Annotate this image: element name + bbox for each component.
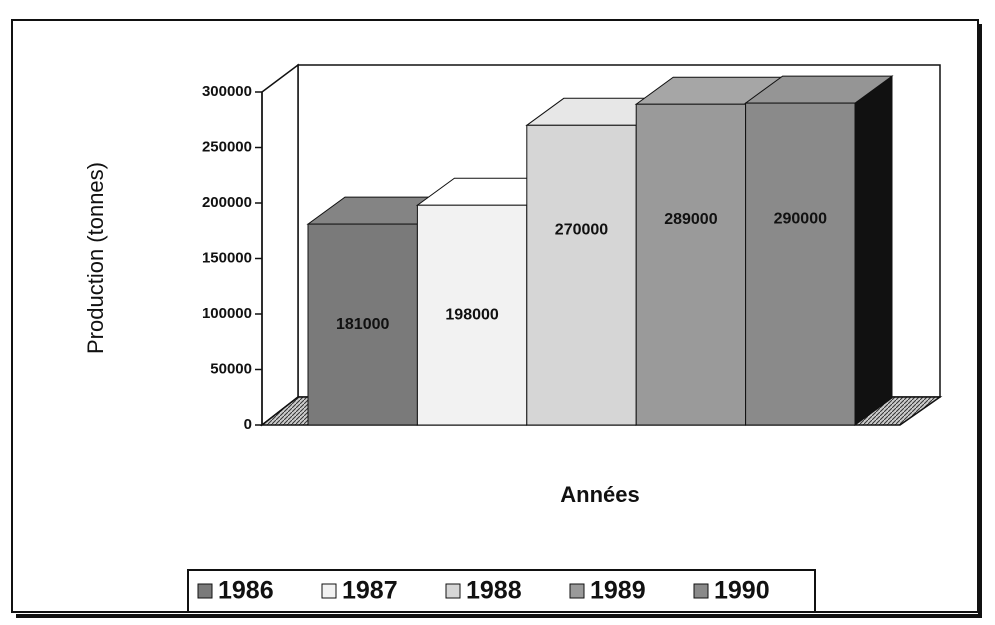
y-axis-label: Production (tonnes) [83, 162, 108, 354]
data-label: 270000 [555, 221, 608, 238]
y-tick-label: 0 [244, 416, 252, 433]
y-tick-label: 200000 [202, 194, 252, 211]
legend-label: 1990 [714, 577, 770, 605]
legend-label: 1988 [466, 577, 522, 605]
legend-swatch [569, 583, 585, 599]
y-tick-label: 150000 [202, 249, 252, 266]
bar [307, 223, 418, 426]
legend-swatch [197, 583, 213, 599]
data-label: 198000 [445, 306, 498, 323]
y-tick-label: 300000 [202, 83, 252, 100]
y-tick-label: 100000 [202, 305, 252, 322]
legend-swatch [693, 583, 709, 599]
legend-label: 1989 [590, 577, 646, 605]
data-label: 289000 [664, 211, 717, 228]
legend-swatch [445, 583, 461, 599]
data-label: 181000 [336, 316, 389, 333]
y-tick-label: 250000 [202, 138, 252, 155]
bar [635, 103, 747, 426]
bar-side [854, 75, 893, 426]
side-wall [261, 63, 299, 427]
legend-label: 1986 [218, 577, 274, 605]
legend [187, 569, 816, 613]
bar [416, 204, 528, 426]
frame-shadow [16, 24, 982, 618]
legend-swatch [321, 583, 337, 599]
bar [526, 124, 637, 426]
y-tick-label: 50000 [210, 360, 252, 377]
bar [745, 102, 856, 426]
legend-label: 1987 [342, 577, 398, 605]
x-axis-label: Années [560, 482, 639, 507]
data-label: 290000 [774, 210, 827, 227]
